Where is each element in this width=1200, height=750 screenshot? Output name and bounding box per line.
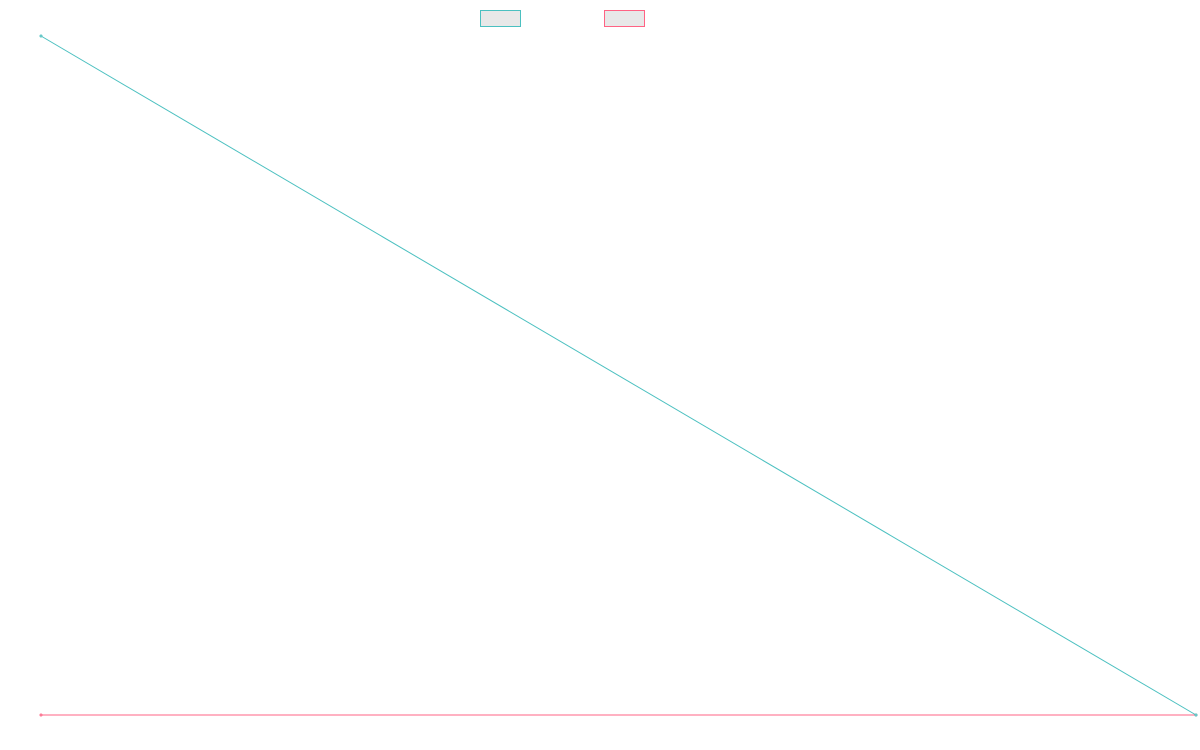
legend-swatch-series-1 bbox=[480, 10, 521, 27]
data-point-series-2-1[interactable] bbox=[39, 713, 43, 717]
data-point-series-1-1[interactable] bbox=[39, 34, 43, 38]
legend-swatch-series-2 bbox=[604, 10, 645, 27]
chart-legend bbox=[480, 10, 645, 27]
legend-item-series-2[interactable] bbox=[604, 10, 645, 27]
data-point-series-1-2[interactable] bbox=[1194, 713, 1198, 717]
series-line-1 bbox=[40, 35, 1197, 716]
legend-item-series-1[interactable] bbox=[480, 10, 521, 27]
plot-area bbox=[39, 34, 1198, 717]
